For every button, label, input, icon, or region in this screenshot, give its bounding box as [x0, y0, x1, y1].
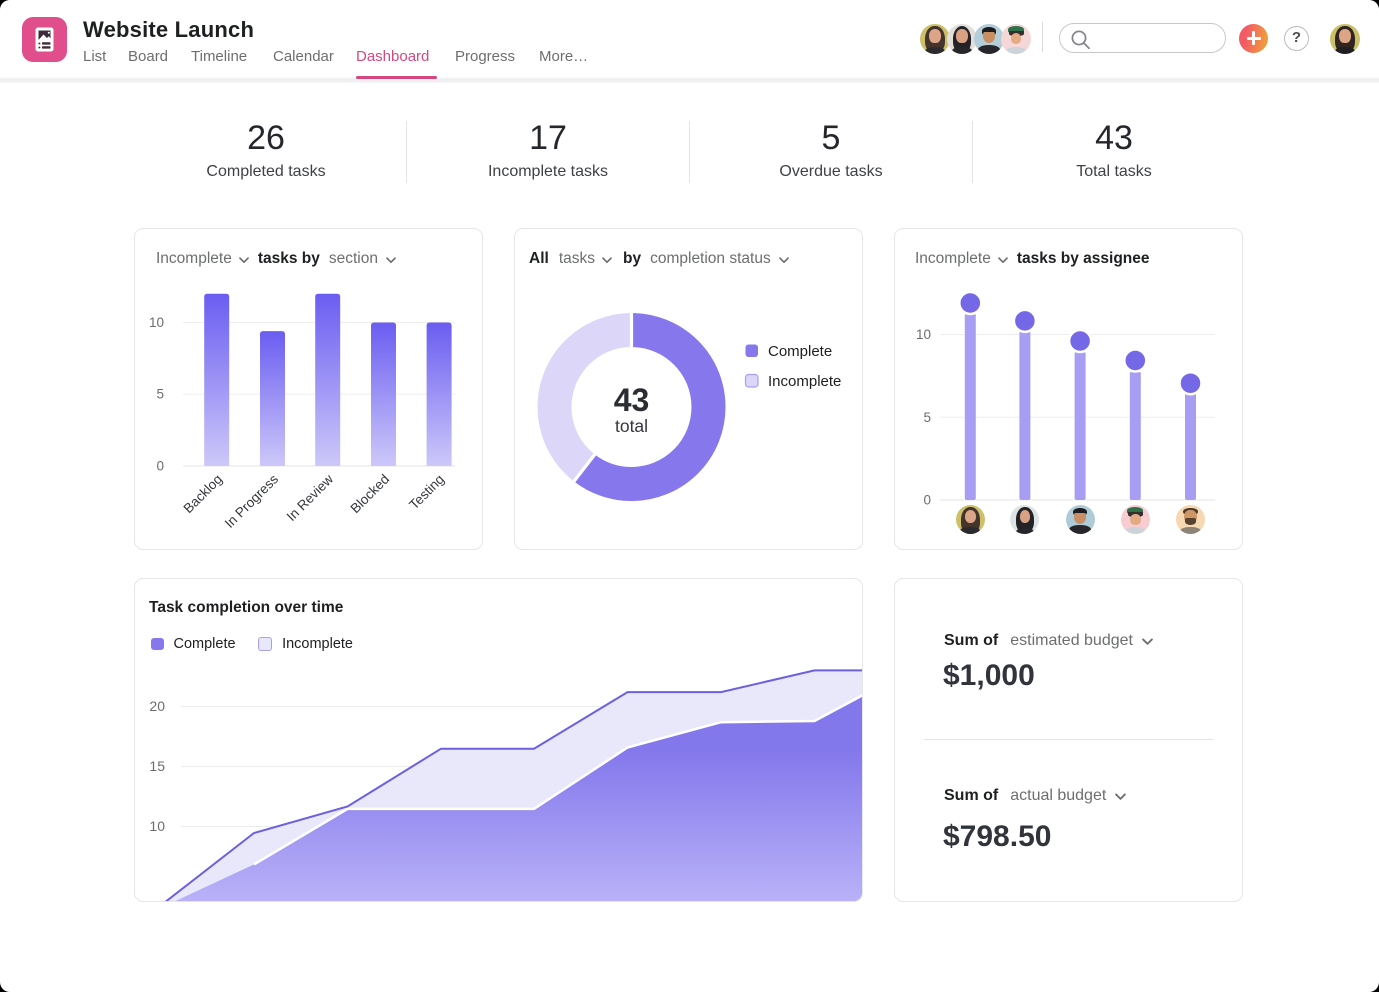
svg-text:10: 10 — [916, 327, 931, 342]
svg-text:15: 15 — [149, 758, 165, 774]
svg-text:In Progress: In Progress — [222, 471, 282, 531]
svg-text:Testing: Testing — [406, 472, 447, 513]
svg-text:43: 43 — [614, 382, 650, 418]
svg-text:Complete: Complete — [768, 343, 832, 360]
svg-text:total: total — [615, 416, 648, 436]
svg-text:Backlog: Backlog — [181, 472, 226, 517]
svg-text:Blocked: Blocked — [348, 472, 393, 517]
svg-text:20: 20 — [149, 698, 165, 714]
svg-text:0: 0 — [156, 459, 164, 474]
svg-text:Incomplete: Incomplete — [768, 373, 841, 390]
svg-text:In Review: In Review — [284, 471, 337, 524]
svg-text:5: 5 — [923, 410, 931, 425]
svg-text:10: 10 — [149, 818, 165, 834]
svg-text:0: 0 — [923, 493, 931, 508]
svg-text:5: 5 — [156, 387, 164, 402]
svg-text:10: 10 — [149, 315, 164, 330]
